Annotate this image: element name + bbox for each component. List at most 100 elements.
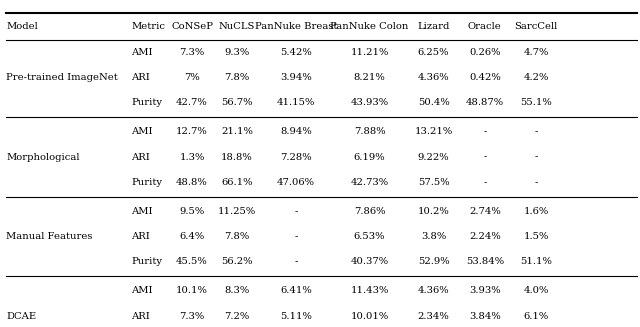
Text: 0.26%: 0.26%: [469, 48, 500, 57]
Text: Morphological: Morphological: [6, 153, 80, 162]
Text: Lizard: Lizard: [417, 22, 450, 31]
Text: 43.93%: 43.93%: [351, 98, 388, 107]
Text: 18.8%: 18.8%: [221, 153, 253, 162]
Text: 48.8%: 48.8%: [176, 178, 208, 187]
Text: 6.19%: 6.19%: [354, 153, 385, 162]
Text: 1.5%: 1.5%: [524, 232, 548, 241]
Text: 66.1%: 66.1%: [221, 178, 253, 187]
Text: 55.1%: 55.1%: [520, 98, 552, 107]
Text: SarcCell: SarcCell: [515, 22, 557, 31]
Text: ARI: ARI: [131, 232, 150, 241]
Text: 1.6%: 1.6%: [524, 207, 548, 216]
Text: -: -: [534, 128, 538, 136]
Text: 50.4%: 50.4%: [418, 98, 449, 107]
Text: 7.2%: 7.2%: [224, 312, 250, 320]
Text: 4.2%: 4.2%: [524, 73, 548, 82]
Text: 4.36%: 4.36%: [418, 73, 449, 82]
Text: 12.7%: 12.7%: [176, 128, 208, 136]
Text: 7.3%: 7.3%: [179, 48, 205, 57]
Text: 13.21%: 13.21%: [415, 128, 452, 136]
Text: 8.3%: 8.3%: [224, 286, 250, 295]
Text: Model: Model: [6, 22, 38, 31]
Text: 56.7%: 56.7%: [221, 98, 253, 107]
Text: ARI: ARI: [131, 73, 150, 82]
Text: 42.7%: 42.7%: [176, 98, 208, 107]
Text: 7%: 7%: [184, 73, 200, 82]
Text: 4.36%: 4.36%: [418, 286, 449, 295]
Text: -: -: [294, 257, 298, 266]
Text: -: -: [534, 178, 538, 187]
Text: 7.28%: 7.28%: [280, 153, 312, 162]
Text: 47.06%: 47.06%: [277, 178, 315, 187]
Text: Pre-trained ImageNet: Pre-trained ImageNet: [6, 73, 118, 82]
Text: 11.21%: 11.21%: [351, 48, 388, 57]
Text: 6.25%: 6.25%: [418, 48, 449, 57]
Text: 7.3%: 7.3%: [179, 312, 205, 320]
Text: AMI: AMI: [131, 207, 153, 216]
Text: 10.1%: 10.1%: [176, 286, 208, 295]
Text: 6.4%: 6.4%: [179, 232, 205, 241]
Text: AMI: AMI: [131, 286, 153, 295]
Text: 11.25%: 11.25%: [218, 207, 256, 216]
Text: 5.42%: 5.42%: [280, 48, 312, 57]
Text: 3.8%: 3.8%: [421, 232, 446, 241]
Text: 8.94%: 8.94%: [280, 128, 312, 136]
Text: 4.7%: 4.7%: [524, 48, 548, 57]
Text: 53.84%: 53.84%: [466, 257, 504, 266]
Text: Metric: Metric: [131, 22, 165, 31]
Text: 10.2%: 10.2%: [418, 207, 449, 216]
Text: 6.53%: 6.53%: [354, 232, 385, 241]
Text: Oracle: Oracle: [468, 22, 502, 31]
Text: AMI: AMI: [131, 128, 153, 136]
Text: 6.41%: 6.41%: [280, 286, 312, 295]
Text: 3.94%: 3.94%: [280, 73, 312, 82]
Text: 9.22%: 9.22%: [418, 153, 449, 162]
Text: 56.2%: 56.2%: [221, 257, 253, 266]
Text: DCAE: DCAE: [6, 312, 36, 320]
Text: 11.43%: 11.43%: [351, 286, 388, 295]
Text: 45.5%: 45.5%: [176, 257, 208, 266]
Text: Purity: Purity: [131, 178, 162, 187]
Text: 42.73%: 42.73%: [351, 178, 388, 187]
Text: CoNSeP: CoNSeP: [171, 22, 213, 31]
Text: 51.1%: 51.1%: [520, 257, 552, 266]
Text: 8.21%: 8.21%: [354, 73, 385, 82]
Text: 7.8%: 7.8%: [224, 232, 250, 241]
Text: 0.42%: 0.42%: [469, 73, 500, 82]
Text: PanNuke Breast: PanNuke Breast: [255, 22, 337, 31]
Text: -: -: [483, 128, 486, 136]
Text: -: -: [294, 232, 298, 241]
Text: 2.34%: 2.34%: [418, 312, 449, 320]
Text: 5.11%: 5.11%: [280, 312, 312, 320]
Text: 40.37%: 40.37%: [351, 257, 388, 266]
Text: 57.5%: 57.5%: [418, 178, 449, 187]
Text: 21.1%: 21.1%: [221, 128, 253, 136]
Text: Purity: Purity: [131, 257, 162, 266]
Text: PanNuke Colon: PanNuke Colon: [330, 22, 409, 31]
Text: 3.84%: 3.84%: [469, 312, 500, 320]
Text: AMI: AMI: [131, 48, 153, 57]
Text: 2.74%: 2.74%: [469, 207, 500, 216]
Text: Manual Features: Manual Features: [6, 232, 93, 241]
Text: 6.1%: 6.1%: [524, 312, 548, 320]
Text: -: -: [483, 153, 486, 162]
Text: 7.86%: 7.86%: [354, 207, 385, 216]
Text: ARI: ARI: [131, 153, 150, 162]
Text: -: -: [534, 153, 538, 162]
Text: 48.87%: 48.87%: [466, 98, 504, 107]
Text: NuCLS: NuCLS: [219, 22, 255, 31]
Text: 7.8%: 7.8%: [224, 73, 250, 82]
Text: 3.93%: 3.93%: [469, 286, 500, 295]
Text: 9.3%: 9.3%: [224, 48, 250, 57]
Text: 52.9%: 52.9%: [418, 257, 449, 266]
Text: 7.88%: 7.88%: [354, 128, 385, 136]
Text: ARI: ARI: [131, 312, 150, 320]
Text: 4.0%: 4.0%: [524, 286, 548, 295]
Text: 2.24%: 2.24%: [469, 232, 500, 241]
Text: -: -: [483, 178, 486, 187]
Text: 10.01%: 10.01%: [351, 312, 388, 320]
Text: 41.15%: 41.15%: [277, 98, 315, 107]
Text: Purity: Purity: [131, 98, 162, 107]
Text: -: -: [294, 207, 298, 216]
Text: 9.5%: 9.5%: [179, 207, 205, 216]
